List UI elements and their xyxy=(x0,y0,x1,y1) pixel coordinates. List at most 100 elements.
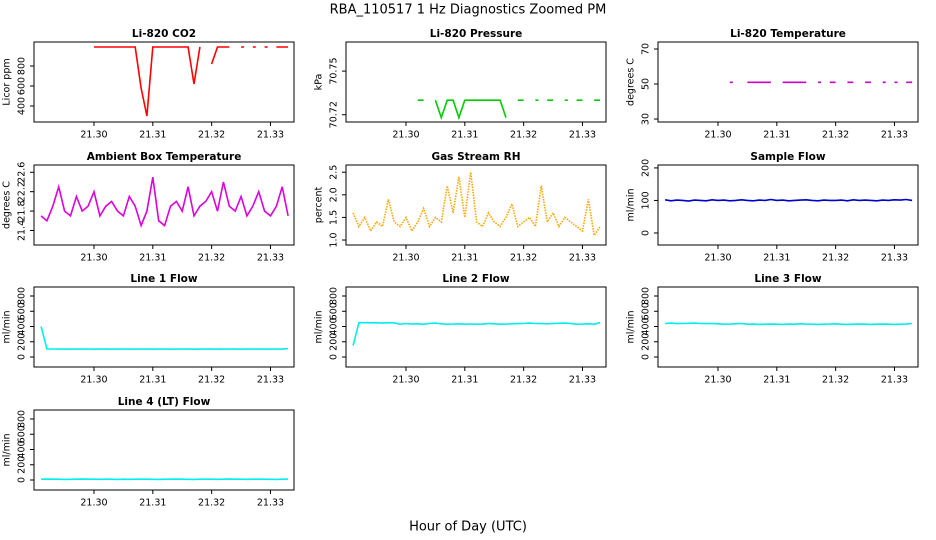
y-tick-label: 70.72 xyxy=(329,101,340,128)
x-tick-label: 21.30 xyxy=(704,253,731,264)
y-tick-label: 2.0 xyxy=(329,187,340,202)
x-tick-label: 21.31 xyxy=(139,498,166,509)
y-tick-label: 22.2 xyxy=(17,181,28,202)
plot-frame xyxy=(33,164,295,246)
panel-title: Sample Flow xyxy=(750,151,825,163)
plot-frame xyxy=(345,286,607,368)
y-tick-label: 600 xyxy=(17,302,28,320)
y-tick-label: 600 xyxy=(641,302,652,320)
y-axis-label: degrees C xyxy=(2,181,13,229)
x-tick-label: 21.30 xyxy=(80,130,107,141)
x-tick-label: 21.30 xyxy=(704,375,731,386)
x-tick-label: 21.30 xyxy=(392,375,419,386)
y-tick-label: 21.8 xyxy=(17,200,28,221)
x-tick-label: 21.31 xyxy=(451,253,478,264)
y-tick-label: 800 xyxy=(17,410,28,428)
y-tick-label: 1.5 xyxy=(329,210,340,225)
y-tick-label: 22.6 xyxy=(17,162,28,183)
y-axis-label: ml/min xyxy=(314,310,325,343)
x-axis-label: Hour of Day (UTC) xyxy=(409,520,527,535)
y-tick-label: 0 xyxy=(17,477,28,483)
x-tick-label: 21.32 xyxy=(822,253,849,264)
x-tick-label: 21.30 xyxy=(80,375,107,386)
plot-frame xyxy=(33,41,295,123)
panel-title: Line 1 Flow xyxy=(130,273,197,285)
x-tick-label: 21.33 xyxy=(569,253,596,264)
x-tick-label: 21.33 xyxy=(569,130,596,141)
x-tick-label: 21.31 xyxy=(763,130,790,141)
y-tick-label: 70.75 xyxy=(329,57,340,84)
data-line xyxy=(665,322,913,326)
y-tick-label: 30 xyxy=(641,113,652,125)
y-tick-label: 200 xyxy=(641,159,652,177)
panel-title: Line 3 Flow xyxy=(754,273,821,285)
y-axis-label: ml/min xyxy=(2,433,13,466)
x-tick-label: 21.32 xyxy=(198,498,225,509)
y-tick-label: 800 xyxy=(17,57,28,75)
x-tick-label: 21.30 xyxy=(392,253,419,264)
y-tick-label: 800 xyxy=(17,287,28,305)
data-line xyxy=(40,326,289,351)
panel-title: Gas Stream RH xyxy=(431,151,520,163)
x-tick-label: 21.31 xyxy=(139,253,166,264)
x-tick-label: 21.33 xyxy=(257,253,284,264)
y-tick-label: 600 xyxy=(17,77,28,95)
panel-title: Line 2 Flow xyxy=(442,273,509,285)
y-tick-label: 400 xyxy=(17,97,28,115)
data-line xyxy=(417,99,601,121)
y-tick-label: 2.5 xyxy=(329,165,340,180)
data-line xyxy=(94,46,289,117)
y-axis-label: kPa xyxy=(314,74,325,91)
data-line xyxy=(352,172,601,238)
panel-title: Li-820 Temperature xyxy=(730,28,846,40)
plot-frame xyxy=(345,41,607,123)
y-tick-label: 70 xyxy=(641,43,652,55)
x-tick-label: 21.33 xyxy=(257,375,284,386)
data-line xyxy=(40,176,289,229)
panel-title: Ambient Box Temperature xyxy=(87,151,242,163)
x-tick-label: 21.33 xyxy=(257,130,284,141)
panel-title: Line 4 (LT) Flow xyxy=(118,396,211,408)
plot-frame xyxy=(33,286,295,368)
y-tick-label: 0 xyxy=(17,354,28,360)
x-tick-label: 21.33 xyxy=(881,130,908,141)
x-tick-label: 21.31 xyxy=(139,130,166,141)
y-tick-label: 0 xyxy=(329,354,340,360)
x-tick-label: 21.31 xyxy=(139,375,166,386)
y-axis-label: Licor ppm xyxy=(2,58,13,105)
x-tick-label: 21.31 xyxy=(451,130,478,141)
figure-title: RBA_110517 1 Hz Diagnostics Zoomed PM xyxy=(330,3,607,18)
y-tick-label: 0 xyxy=(641,354,652,360)
y-tick-label: 1.0 xyxy=(329,232,340,247)
y-tick-label: 21.4 xyxy=(17,220,28,241)
plot-frame xyxy=(657,164,919,246)
x-tick-label: 21.31 xyxy=(763,253,790,264)
x-tick-label: 21.32 xyxy=(198,375,225,386)
y-axis-label: ml/min xyxy=(626,188,637,221)
y-tick-label: 400 xyxy=(641,317,652,335)
y-tick-label: 100 xyxy=(641,191,652,209)
x-tick-label: 21.31 xyxy=(451,375,478,386)
y-tick-label: 400 xyxy=(329,317,340,335)
x-tick-label: 21.30 xyxy=(704,130,731,141)
x-tick-label: 21.30 xyxy=(80,498,107,509)
y-tick-label: 200 xyxy=(641,333,652,351)
x-tick-label: 21.32 xyxy=(510,375,537,386)
y-tick-label: 200 xyxy=(329,333,340,351)
data-line xyxy=(352,321,601,346)
y-tick-label: 600 xyxy=(17,425,28,443)
y-axis-label: ml/min xyxy=(2,310,13,343)
x-tick-label: 21.33 xyxy=(569,375,596,386)
y-tick-label: 800 xyxy=(641,287,652,305)
panel-title: Li-820 Pressure xyxy=(430,28,523,40)
plot-frame xyxy=(657,286,919,368)
y-tick-label: 800 xyxy=(329,287,340,305)
y-tick-label: 400 xyxy=(17,440,28,458)
x-tick-label: 21.30 xyxy=(392,130,419,141)
panel-title: Li-820 CO2 xyxy=(132,28,196,40)
x-tick-label: 21.33 xyxy=(881,253,908,264)
y-axis-label: percent xyxy=(314,187,325,224)
x-tick-label: 21.32 xyxy=(822,130,849,141)
